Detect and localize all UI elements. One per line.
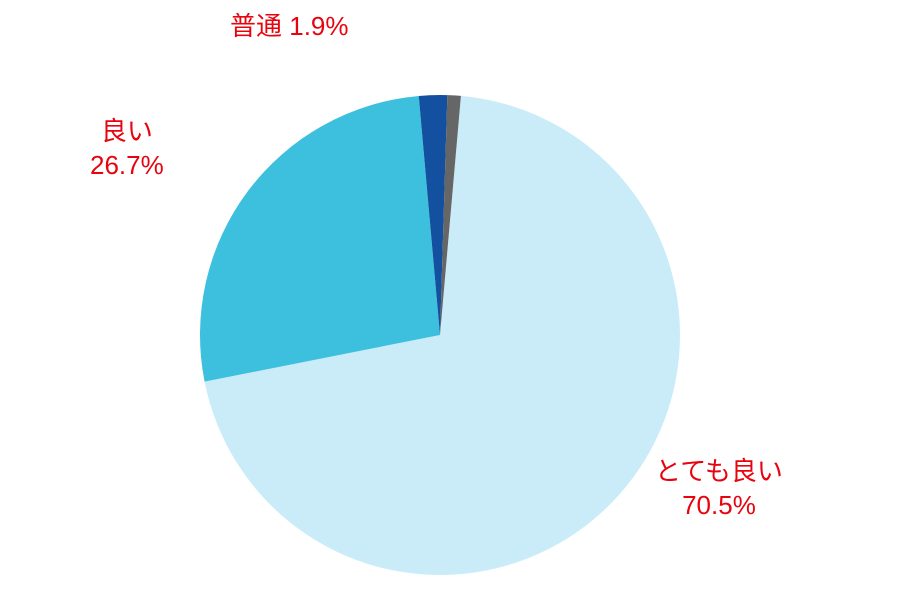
pie-slice — [200, 96, 440, 382]
slice-value-text: 1.9% — [289, 11, 348, 41]
slice-label-very-good: とても良い 70.5% — [655, 455, 783, 523]
slice-label-text: 良い — [90, 115, 164, 149]
slice-value-text: 26.7% — [90, 149, 164, 183]
slice-label-good: 良い 26.7% — [90, 115, 164, 183]
slice-label-text: 普通 — [230, 11, 282, 41]
pie-chart: とても良い 70.5% 良い 26.7% 普通 1.9% — [0, 0, 900, 600]
slice-value-text: 70.5% — [655, 489, 783, 523]
pie-svg — [200, 70, 680, 600]
slice-label-text: とても良い — [655, 455, 783, 489]
slice-label-normal: 普通 1.9% — [230, 10, 349, 44]
